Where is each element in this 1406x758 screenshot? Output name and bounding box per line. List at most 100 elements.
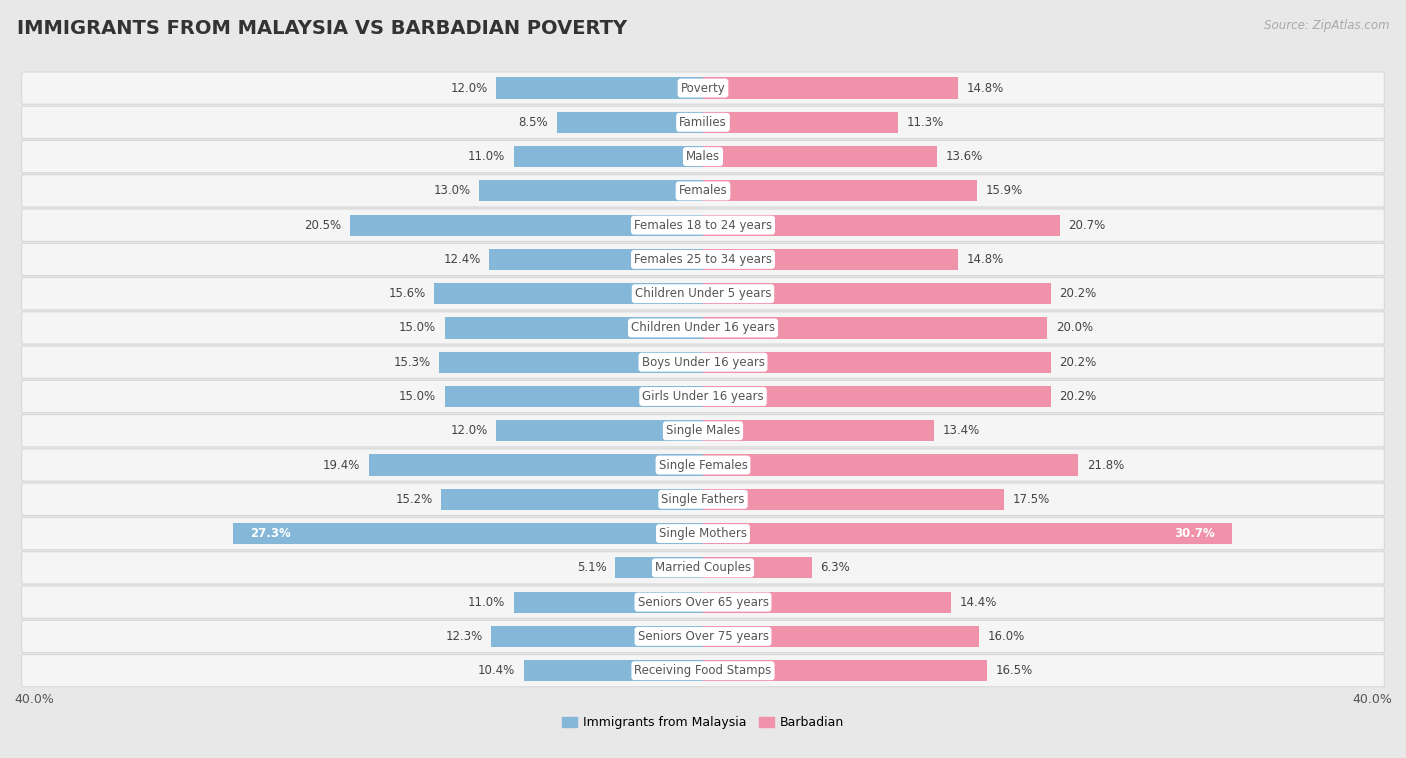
Bar: [703, 111, 897, 133]
Bar: [489, 249, 703, 270]
Text: Children Under 5 years: Children Under 5 years: [634, 287, 772, 300]
Text: 5.1%: 5.1%: [576, 562, 606, 575]
Bar: [513, 591, 703, 612]
Bar: [703, 489, 1004, 510]
Text: 6.3%: 6.3%: [820, 562, 849, 575]
Bar: [444, 318, 703, 339]
Text: 10.4%: 10.4%: [478, 664, 515, 677]
FancyBboxPatch shape: [21, 518, 1385, 550]
Text: Single Fathers: Single Fathers: [661, 493, 745, 506]
Bar: [703, 318, 1047, 339]
Bar: [434, 283, 703, 304]
Text: Females 25 to 34 years: Females 25 to 34 years: [634, 253, 772, 266]
Bar: [557, 111, 703, 133]
Legend: Immigrants from Malaysia, Barbadian: Immigrants from Malaysia, Barbadian: [557, 711, 849, 735]
Text: Single Females: Single Females: [658, 459, 748, 471]
Text: 11.0%: 11.0%: [468, 150, 505, 163]
Bar: [479, 180, 703, 202]
FancyBboxPatch shape: [21, 277, 1385, 310]
Bar: [524, 660, 703, 681]
FancyBboxPatch shape: [21, 312, 1385, 344]
Text: 15.0%: 15.0%: [399, 321, 436, 334]
Bar: [703, 626, 979, 647]
Text: 20.2%: 20.2%: [1060, 356, 1097, 368]
Text: 8.5%: 8.5%: [519, 116, 548, 129]
Text: Poverty: Poverty: [681, 82, 725, 95]
Text: 11.0%: 11.0%: [468, 596, 505, 609]
Text: 14.8%: 14.8%: [966, 82, 1004, 95]
Bar: [703, 420, 934, 441]
Text: Boys Under 16 years: Boys Under 16 years: [641, 356, 765, 368]
Bar: [233, 523, 703, 544]
Text: Children Under 16 years: Children Under 16 years: [631, 321, 775, 334]
Text: Married Couples: Married Couples: [655, 562, 751, 575]
Bar: [616, 557, 703, 578]
Text: 20.7%: 20.7%: [1069, 218, 1105, 232]
Text: 13.4%: 13.4%: [942, 424, 980, 437]
Text: 12.4%: 12.4%: [443, 253, 481, 266]
Bar: [703, 283, 1050, 304]
Text: Females: Females: [679, 184, 727, 197]
Text: 15.3%: 15.3%: [394, 356, 430, 368]
Bar: [703, 249, 957, 270]
Text: Single Mothers: Single Mothers: [659, 527, 747, 540]
Bar: [703, 386, 1050, 407]
Bar: [703, 146, 938, 168]
Text: 12.3%: 12.3%: [446, 630, 482, 643]
FancyBboxPatch shape: [21, 483, 1385, 515]
FancyBboxPatch shape: [21, 140, 1385, 173]
Text: 30.7%: 30.7%: [1174, 527, 1215, 540]
FancyBboxPatch shape: [21, 243, 1385, 275]
Bar: [491, 626, 703, 647]
Text: 15.2%: 15.2%: [395, 493, 433, 506]
FancyBboxPatch shape: [21, 346, 1385, 378]
Text: 14.8%: 14.8%: [966, 253, 1004, 266]
Bar: [703, 352, 1050, 373]
Text: 20.2%: 20.2%: [1060, 390, 1097, 403]
Text: IMMIGRANTS FROM MALAYSIA VS BARBADIAN POVERTY: IMMIGRANTS FROM MALAYSIA VS BARBADIAN PO…: [17, 19, 627, 38]
FancyBboxPatch shape: [21, 72, 1385, 104]
Bar: [703, 77, 957, 99]
Text: 20.0%: 20.0%: [1056, 321, 1094, 334]
FancyBboxPatch shape: [21, 175, 1385, 207]
Bar: [703, 215, 1060, 236]
FancyBboxPatch shape: [21, 106, 1385, 139]
Text: 13.0%: 13.0%: [433, 184, 471, 197]
Bar: [496, 420, 703, 441]
Text: 16.0%: 16.0%: [987, 630, 1025, 643]
FancyBboxPatch shape: [21, 209, 1385, 241]
FancyBboxPatch shape: [21, 449, 1385, 481]
Bar: [513, 146, 703, 168]
Text: 40.0%: 40.0%: [1353, 694, 1392, 706]
FancyBboxPatch shape: [21, 415, 1385, 447]
Bar: [703, 591, 950, 612]
FancyBboxPatch shape: [21, 620, 1385, 653]
Text: 14.4%: 14.4%: [960, 596, 997, 609]
Text: Families: Families: [679, 116, 727, 129]
FancyBboxPatch shape: [21, 655, 1385, 687]
Text: Seniors Over 75 years: Seniors Over 75 years: [637, 630, 769, 643]
FancyBboxPatch shape: [21, 586, 1385, 619]
Bar: [444, 386, 703, 407]
FancyBboxPatch shape: [21, 552, 1385, 584]
Text: 17.5%: 17.5%: [1012, 493, 1050, 506]
Text: 15.0%: 15.0%: [399, 390, 436, 403]
Text: Seniors Over 65 years: Seniors Over 65 years: [637, 596, 769, 609]
Text: 13.6%: 13.6%: [946, 150, 983, 163]
Text: 15.6%: 15.6%: [388, 287, 426, 300]
Text: 11.3%: 11.3%: [907, 116, 943, 129]
Text: 15.9%: 15.9%: [986, 184, 1022, 197]
Bar: [496, 77, 703, 99]
Text: 19.4%: 19.4%: [323, 459, 360, 471]
Bar: [703, 660, 987, 681]
Text: Girls Under 16 years: Girls Under 16 years: [643, 390, 763, 403]
Bar: [368, 454, 703, 476]
Text: Single Males: Single Males: [666, 424, 740, 437]
Bar: [441, 489, 703, 510]
Text: Receiving Food Stamps: Receiving Food Stamps: [634, 664, 772, 677]
Text: 16.5%: 16.5%: [995, 664, 1033, 677]
Bar: [703, 454, 1078, 476]
Text: 20.2%: 20.2%: [1060, 287, 1097, 300]
Text: Males: Males: [686, 150, 720, 163]
Text: 21.8%: 21.8%: [1087, 459, 1125, 471]
